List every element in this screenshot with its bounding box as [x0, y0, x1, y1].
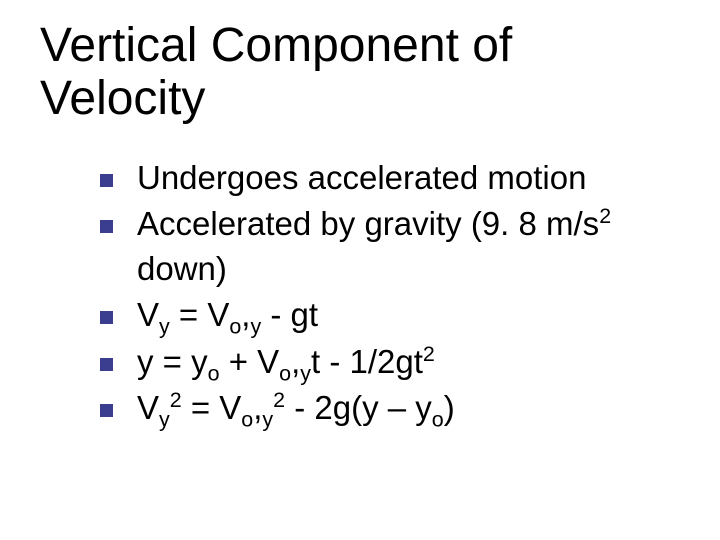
bullet-list: Undergoes accelerated motion Accelerated… — [100, 156, 660, 431]
bullet-text: y = yo + Vo,yt - 1/2gt2 — [137, 340, 660, 385]
list-item: Vy2 = Vo,y2 - 2g(y – yo) — [100, 386, 660, 431]
bullet-square-icon — [100, 311, 113, 324]
list-item: Accelerated by gravity (9. 8 m/s2 down) — [100, 202, 660, 291]
bullet-square-icon — [100, 174, 113, 187]
slide: Vertical Component of Velocity Undergoes… — [0, 0, 720, 540]
list-item: Undergoes accelerated motion — [100, 156, 660, 201]
slide-title: Vertical Component of Velocity — [40, 20, 680, 126]
bullet-text: Vy = Vo,y - gt — [137, 293, 660, 338]
bullet-text: Vy2 = Vo,y2 - 2g(y – yo) — [137, 386, 660, 431]
bullet-square-icon — [100, 220, 113, 233]
list-item: y = yo + Vo,yt - 1/2gt2 — [100, 340, 660, 385]
bullet-text: Accelerated by gravity (9. 8 m/s2 down) — [137, 202, 660, 291]
bullet-square-icon — [100, 358, 113, 371]
bullet-text: Undergoes accelerated motion — [137, 156, 660, 201]
bullet-square-icon — [100, 404, 113, 417]
list-item: Vy = Vo,y - gt — [100, 293, 660, 338]
